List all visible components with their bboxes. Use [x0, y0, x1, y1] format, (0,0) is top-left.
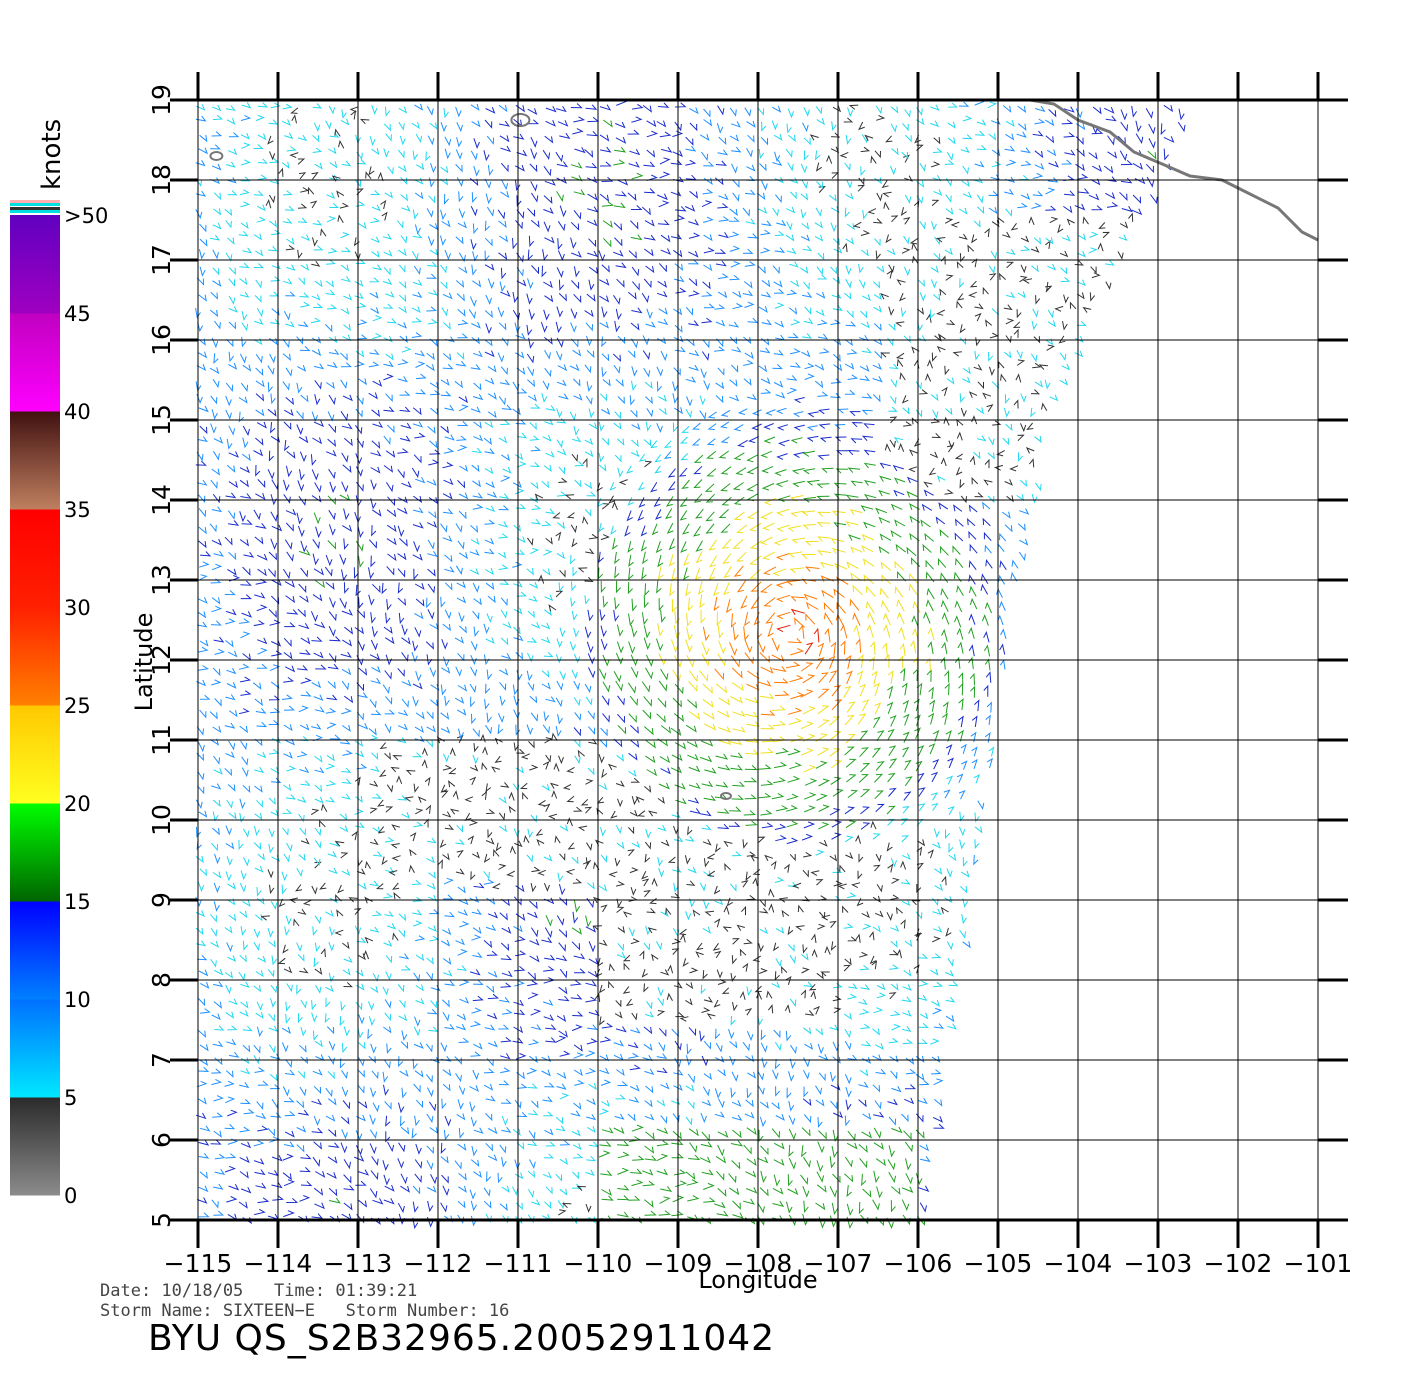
wind-speed-colorbar — [10, 200, 60, 1196]
longitude-tick-label: −113 — [324, 1249, 393, 1278]
wind-vector-field — [195, 99, 1186, 1230]
colorbar-tick-labels: 0 5 10 15 20 25 30 35 40 45 >50 — [64, 204, 108, 1208]
longitude-tick-label: −110 — [564, 1249, 633, 1278]
latitude-tick-label: 6 — [147, 1132, 176, 1148]
legend-unit-label: knots — [37, 119, 67, 190]
colorbar-tick-label: 35 — [64, 498, 91, 522]
longitude-tick-label: −106 — [884, 1249, 953, 1278]
colorbar-tick-label: 20 — [64, 792, 91, 816]
colorbar-band — [10, 901, 60, 1000]
colorbar-overflow-swatch — [10, 200, 60, 203]
island-outline — [510, 113, 531, 127]
latitude-tick-label: 14 — [147, 484, 176, 516]
latitude-tick-label: 17 — [147, 244, 176, 276]
latitude-tick-label: 9 — [147, 892, 176, 908]
longitude-tick-label: −101 — [1284, 1249, 1353, 1278]
latitude-tick-label: 13 — [147, 564, 176, 596]
colorbar-tick-label: 15 — [64, 890, 91, 914]
product-title: BYU QS_S2B32965.20052911042 — [148, 1318, 776, 1359]
colorbar-tick-label: 10 — [64, 988, 91, 1012]
longitude-tick-label: −115 — [164, 1249, 233, 1278]
longitude-tick-labels: −115 −114 −113 −112 −111 −110 −109 −108 −107 −106… — [164, 1249, 1353, 1278]
colorbar-overflow-swatch — [10, 207, 60, 210]
x-axis-label: Longitude — [698, 1266, 817, 1294]
colorbar-tick-label: 40 — [64, 400, 91, 424]
longitude-tick-label: −105 — [964, 1249, 1033, 1278]
colorbar-overflow-swatch — [10, 203, 60, 206]
lat-lon-grid — [170, 72, 1348, 1248]
latitude-tick-label: 12 — [147, 644, 176, 676]
colorbar-band — [10, 215, 60, 314]
longitude-tick-label: −112 — [404, 1249, 473, 1278]
latitude-tick-label: 15 — [147, 404, 176, 436]
longitude-tick-label: −109 — [644, 1249, 713, 1278]
colorbar-band — [10, 803, 60, 902]
storm-info-line: Storm Name: SIXTEEN−E Storm Number: 16 — [100, 1301, 510, 1321]
longitude-tick-label: −108 — [724, 1249, 793, 1278]
latitude-tick-label: 16 — [147, 324, 176, 356]
longitude-tick-label: −103 — [1124, 1249, 1193, 1278]
island-outline — [209, 151, 224, 161]
colorbar-tick-label: 5 — [64, 1086, 77, 1110]
longitude-tick-label: −114 — [244, 1249, 313, 1278]
coastline — [209, 98, 1319, 800]
colorbar-band — [10, 705, 60, 804]
colorbar-tick-label: >50 — [64, 204, 108, 228]
longitude-tick-label: −107 — [804, 1249, 873, 1278]
latitude-tick-label: 7 — [147, 1052, 176, 1068]
longitude-tick-label: −104 — [1044, 1249, 1113, 1278]
colorbar-tick-label: 45 — [64, 302, 91, 326]
longitude-tick-label: −102 — [1204, 1249, 1273, 1278]
colorbar-tick-label: 0 — [64, 1184, 77, 1208]
colorbar-band — [10, 313, 60, 412]
colorbar-tick-label: 25 — [64, 694, 91, 718]
latitude-tick-label: 5 — [147, 1212, 176, 1228]
colorbar-band — [10, 607, 60, 706]
colorbar-band — [10, 999, 60, 1098]
y-axis-label: Latitude — [130, 613, 158, 712]
latitude-tick-label: 8 — [147, 972, 176, 988]
latitude-tick-labels: 5 6 7 8 9 10 11 12 13 14 15 16 17 18 19 — [147, 84, 176, 1228]
colorbar-band — [10, 509, 60, 608]
longitude-tick-label: −111 — [484, 1249, 553, 1278]
latitude-tick-label: 10 — [147, 804, 176, 836]
colorbar-band — [10, 411, 60, 510]
colorbar-band — [10, 1097, 60, 1196]
island-outline — [720, 792, 732, 800]
colorbar-overflow-swatch — [10, 210, 60, 213]
latitude-tick-label: 19 — [147, 84, 176, 116]
latitude-tick-label: 11 — [147, 724, 176, 756]
date-time-line: Date: 10/18/05 Time: 01:39:21 — [100, 1281, 418, 1301]
colorbar-tick-label: 30 — [64, 596, 91, 620]
latitude-tick-label: 18 — [147, 164, 176, 196]
